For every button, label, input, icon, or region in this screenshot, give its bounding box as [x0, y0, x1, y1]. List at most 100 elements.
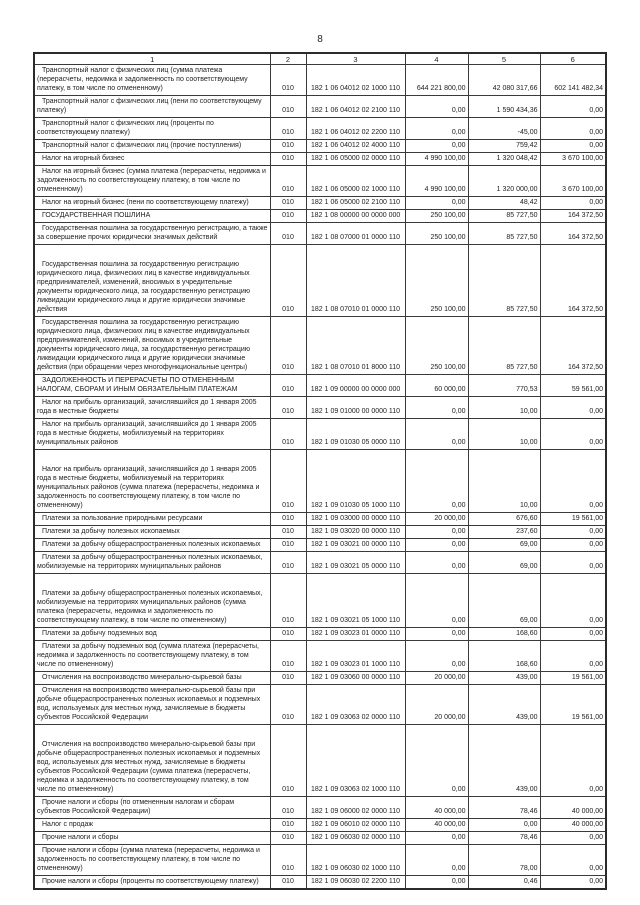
row-description: Платежи за добычу подземных вод — [33, 627, 271, 641]
kbk-code-cell: 182 1 09 03060 00 0000 110 — [305, 671, 406, 685]
table-row: Государственная пошлина за государственн… — [33, 222, 607, 245]
kbk-code-cell: 182 1 06 05000 02 0000 110 — [305, 152, 406, 166]
row-description: Налог с продаж — [33, 818, 271, 832]
line-code-cell: 010 — [269, 796, 307, 819]
amount-col6-cell: 0,00 — [539, 418, 607, 450]
amount-col5-cell: 168,60 — [467, 627, 541, 641]
column-header-1: 1 — [33, 52, 271, 65]
table-row: Прочие налоги и сборы 010 182 1 09 06030 0… — [33, 831, 607, 845]
kbk-code-cell: 182 1 08 07010 01 0000 110 — [305, 244, 406, 317]
amount-col5-cell: 10,00 — [467, 396, 541, 419]
amount-col6-cell: 0,00 — [539, 95, 607, 118]
amount-col4-cell: 250 100,00 — [404, 316, 469, 375]
kbk-code-cell: 182 1 09 06030 02 1000 110 — [305, 844, 406, 876]
amount-col6-cell: 0,00 — [539, 627, 607, 641]
amount-col5-cell: 1 590 434,36 — [467, 95, 541, 118]
column-header-5: 5 — [467, 52, 541, 65]
amount-col6-cell: 0,00 — [539, 831, 607, 845]
amount-col4-cell: 20 000,00 — [404, 512, 469, 526]
kbk-code-cell: 182 1 09 01030 05 1000 110 — [305, 449, 406, 513]
row-description: Платежи за добычу общераспространенных п… — [33, 573, 271, 628]
kbk-code-cell: 182 1 06 04012 02 2200 110 — [305, 117, 406, 140]
amount-col4-cell: 0,00 — [404, 640, 469, 672]
kbk-code-cell: 182 1 09 03023 01 1000 110 — [305, 640, 406, 672]
line-code-cell: 010 — [269, 671, 307, 685]
kbk-code-cell: 182 1 06 04012 02 4000 110 — [305, 139, 406, 153]
amount-col4-cell: 0,00 — [404, 551, 469, 574]
amount-col5-cell: 1 320 000,00 — [467, 165, 541, 197]
kbk-code-cell: 182 1 09 03000 00 0000 110 — [305, 512, 406, 526]
table-row: Платежи за пользование природными ресурс… — [33, 512, 607, 526]
kbk-code-cell: 182 1 09 03023 01 0000 110 — [305, 627, 406, 641]
amount-col6-cell: 0,00 — [539, 538, 607, 552]
table-row: Прочие налоги и сборы (по отмененным нал… — [33, 796, 607, 819]
row-description: Налог на игорный бизнес (сумма платежа (… — [33, 165, 271, 197]
table-row: Транспортный налог с физических лиц (сум… — [33, 64, 607, 96]
line-code-cell: 010 — [269, 95, 307, 118]
amount-col6-cell: 0,00 — [539, 551, 607, 574]
kbk-code-cell: 182 1 09 03063 02 1000 110 — [305, 724, 406, 797]
amount-col6-cell: 0,00 — [539, 573, 607, 628]
amount-col5-cell: 10,00 — [467, 449, 541, 513]
amount-col5-cell: 85 727,50 — [467, 316, 541, 375]
table-row: Отчисления на воспроизводство минерально… — [33, 684, 607, 725]
row-description: Налог на прибыль организаций, зачислявши… — [33, 418, 271, 450]
kbk-code-cell: 182 1 06 05000 02 1000 110 — [305, 165, 406, 197]
table-row: Государственная пошлина за государственн… — [33, 316, 607, 375]
row-description: Платежи за добычу подземных вод (сумма п… — [33, 640, 271, 672]
amount-col6-cell: 164 372,50 — [539, 244, 607, 317]
amount-col6-cell: 19 561,00 — [539, 671, 607, 685]
row-description: Прочие налоги и сборы (по отмененным нал… — [33, 796, 271, 819]
line-code-cell: 010 — [269, 196, 307, 210]
amount-col4-cell: 644 221 800,00 — [404, 64, 469, 96]
amount-col4-cell: 60 000,00 — [404, 374, 469, 397]
kbk-code-cell: 182 1 08 07010 01 8000 110 — [305, 316, 406, 375]
amount-col4-cell: 0,00 — [404, 573, 469, 628]
table-row: Налог на прибыль организаций, зачислявши… — [33, 449, 607, 513]
amount-col4-cell: 250 100,00 — [404, 222, 469, 245]
amount-col5-cell: 1 320 048,42 — [467, 152, 541, 166]
amount-col5-cell: 237,60 — [467, 525, 541, 539]
amount-col5-cell: 10,00 — [467, 418, 541, 450]
table-row: Налог с продаж 010 182 1 09 06010 02 0000 … — [33, 818, 607, 832]
table-row: Отчисления на воспроизводство минерально… — [33, 724, 607, 797]
amount-col5-cell: 0,00 — [467, 818, 541, 832]
row-description: Налог на прибыль организаций, зачислявши… — [33, 396, 271, 419]
amount-col5-cell: 759,42 — [467, 139, 541, 153]
amount-col4-cell: 0,00 — [404, 117, 469, 140]
kbk-code-cell: 182 1 08 07000 01 0000 110 — [305, 222, 406, 245]
amount-col5-cell: 168,60 — [467, 640, 541, 672]
table-row: Платежи за добычу подземных вод (сумма п… — [33, 640, 607, 672]
amount-col5-cell: 78,46 — [467, 796, 541, 819]
amount-col6-cell: 19 561,00 — [539, 684, 607, 725]
kbk-code-cell: 182 1 09 00000 00 0000 000 — [305, 374, 406, 397]
row-description: Отчисления на воспроизводство минерально… — [33, 684, 271, 725]
amount-col6-cell: 0,00 — [539, 449, 607, 513]
amount-col6-cell: 40 000,00 — [539, 796, 607, 819]
amount-col6-cell: 0,00 — [539, 875, 607, 890]
amount-col6-cell: 0,00 — [539, 724, 607, 797]
table-row: Налог на игорный бизнес (пени по соответ… — [33, 196, 607, 210]
amount-col4-cell: 4 990 100,00 — [404, 165, 469, 197]
amount-col6-cell: 602 141 482,34 — [539, 64, 607, 96]
line-code-cell: 010 — [269, 418, 307, 450]
budget-report-table: 1 2 3 4 5 6 Транспортный налог с физичес… — [33, 52, 607, 890]
line-code-cell: 010 — [269, 538, 307, 552]
table-header: 1 2 3 4 5 6 — [33, 52, 607, 65]
line-code-cell: 010 — [269, 396, 307, 419]
line-code-cell: 010 — [269, 152, 307, 166]
line-code-cell: 010 — [269, 209, 307, 223]
kbk-code-cell: 182 1 06 04012 02 2100 110 — [305, 95, 406, 118]
amount-col4-cell: 0,00 — [404, 538, 469, 552]
table-row: Платежи за добычу общераспространенных п… — [33, 573, 607, 628]
kbk-code-cell: 182 1 09 01030 05 0000 110 — [305, 418, 406, 450]
line-code-cell: 010 — [269, 875, 307, 890]
table-row: ЗАДОЛЖЕННОСТЬ И ПЕРЕРАСЧЕТЫ ПО ОТМЕНЕННЫ… — [33, 374, 607, 397]
amount-col4-cell: 0,00 — [404, 449, 469, 513]
amount-col6-cell: 164 372,50 — [539, 316, 607, 375]
header-row: 1 2 3 4 5 6 — [33, 52, 607, 65]
amount-col5-cell: 69,00 — [467, 573, 541, 628]
line-code-cell: 010 — [269, 512, 307, 526]
kbk-code-cell: 182 1 09 06030 02 0000 110 — [305, 831, 406, 845]
